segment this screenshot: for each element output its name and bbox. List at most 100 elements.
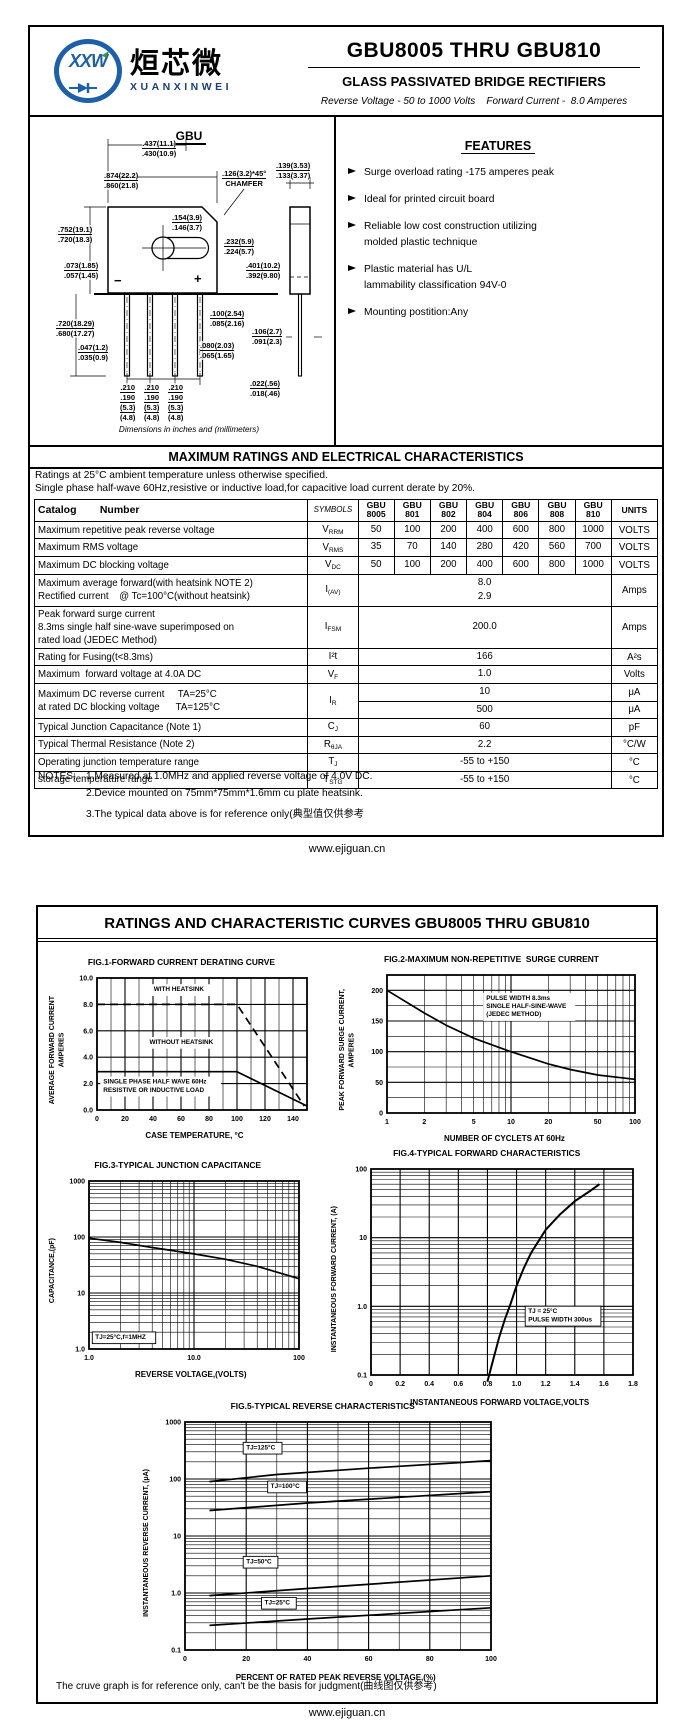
table-cell: GBU 8005 xyxy=(357,499,395,522)
table-cell: Maximum repetitive peak reverse voltage xyxy=(33,520,309,540)
table-cell: 60 xyxy=(357,718,612,737)
table-cell: °C xyxy=(610,770,659,790)
svg-text:80: 80 xyxy=(426,1656,434,1663)
svg-text:0: 0 xyxy=(379,1111,383,1118)
table-cell: Maximum forward voltage at 4.0A DC xyxy=(33,665,309,685)
fig1-y-axis-label: AVERAGE FORWARD CURRENT AMPERES xyxy=(49,995,66,1105)
table-cell: VRRM xyxy=(307,520,359,540)
table-cell: 800 xyxy=(538,520,576,540)
table-cell: 800 xyxy=(538,556,576,575)
logo-badge: XXW xyxy=(68,51,108,71)
table-cell: Peak forward surge current 8.3ms single … xyxy=(33,605,309,649)
svg-text:1: 1 xyxy=(385,1119,389,1126)
fig4-x-axis-label: INSTANTANEOUS FORWARD VOLTAGE,VOLTS xyxy=(410,1398,590,1407)
column-divider xyxy=(334,115,336,447)
svg-text:0.6: 0.6 xyxy=(454,1381,464,1388)
dim-label: .874(22.2) .860(21.8) xyxy=(104,171,139,190)
note-item: 3.The typical data above is for referenc… xyxy=(85,809,364,820)
table-cell: VOLTS xyxy=(610,520,659,540)
fig2-title: FIG.2-MAXIMUM NON-REPETITIVE SURGE CURRE… xyxy=(383,954,599,964)
figure-3: FIG.3-TYPICAL JUNCTION CAPACITANCE CAPAC… xyxy=(48,1160,307,1379)
table-cell: °C xyxy=(610,753,659,772)
svg-text:60: 60 xyxy=(365,1656,373,1663)
table-cell: VF xyxy=(307,665,359,685)
svg-text:100: 100 xyxy=(74,1235,86,1242)
dim-label: .210.190 (5.3) (4.8) xyxy=(168,383,184,422)
svg-text:0: 0 xyxy=(183,1656,187,1663)
svg-text:10: 10 xyxy=(174,1534,182,1541)
fig2-y-axis-label: PEAK FORWARD SURGE CURRENT, AMPERES xyxy=(339,989,356,1111)
feature-item: Plastic material has U/L lammability cla… xyxy=(348,262,654,294)
table-cell: Operating junction temperature range xyxy=(33,753,309,772)
svg-text:1000: 1000 xyxy=(166,1420,182,1427)
svg-text:1.0: 1.0 xyxy=(512,1381,522,1388)
fig3-x-axis-label: REVERSE VOLTAGE,(VOLTS) xyxy=(134,1370,247,1379)
svg-text:SINGLE HALF-SINE-WAVE: SINGLE HALF-SINE-WAVE xyxy=(486,1003,567,1010)
feature-text: Reliable low cost construction utilizing… xyxy=(364,220,537,248)
table-cell: Rating for Fusing(t<8.3ms) xyxy=(33,647,309,667)
svg-text:120: 120 xyxy=(259,1116,271,1123)
svg-text:(JEDEC METHOD): (JEDEC METHOD) xyxy=(486,1011,541,1018)
dim-label: .073(1.85) .057(1.45) xyxy=(64,261,99,280)
dim-label: .154(3.9) .146(3.7) xyxy=(172,213,203,232)
fig4-chart: 0 0.2 0.4 0.6 0.8 1.0 1.2 1.4 1.6 1.8 0.1 1.0 10 100 T… xyxy=(356,1167,639,1389)
svg-text:1.4: 1.4 xyxy=(570,1381,580,1388)
dim-label: .047(1.2) .035(0.9) xyxy=(78,343,109,362)
feature-bullet-icon xyxy=(348,307,356,314)
features-section: FEATURES Surge overload rating -175 ampe… xyxy=(342,139,654,332)
svg-text:TJ=100°C: TJ=100°C xyxy=(271,1482,300,1490)
svg-text:0.1: 0.1 xyxy=(358,1373,368,1380)
table-cell: 50 xyxy=(357,556,395,575)
feature-bullet-icon xyxy=(348,194,356,201)
fig5-chart: 0 20 40 60 80 100 0.1 1.0 10 100 1000 TJ=125°C TJ=10… xyxy=(166,1420,498,1664)
svg-text:20: 20 xyxy=(121,1116,129,1123)
dim-label: .437(11.1) .430(10.9) xyxy=(142,139,177,158)
table-cell: GBU 804 xyxy=(466,499,504,522)
product-subtitle: GLASS PASSIVATED BRIDGE RECTIFIERS xyxy=(342,74,606,89)
feature-text: Plastic material has U/L lammability cla… xyxy=(364,263,507,291)
svg-text:PULSE WIDTH 300us: PULSE WIDTH 300us xyxy=(529,1316,593,1323)
table-cell: 200.0 xyxy=(357,605,612,649)
fig5-y-axis-label: INSTANTANEOUS REVERSE CURRENT, (μA) xyxy=(143,1469,150,1617)
company-name-cn: 烜芯微 xyxy=(130,47,224,80)
svg-text:100: 100 xyxy=(486,1656,498,1663)
ratings-tagline: Reverse Voltage - 50 to 1000 Volts Forwa… xyxy=(320,96,628,107)
table-cell: VOLTS xyxy=(610,538,659,557)
table-cell: Typical Junction Capacitance (Note 1) xyxy=(33,718,309,737)
table-cell: 1000 xyxy=(574,520,612,540)
svg-text:10: 10 xyxy=(360,1235,368,1242)
svg-text:0.1: 0.1 xyxy=(172,1648,182,1655)
dim-label: .210.190 (5.3) (4.8) xyxy=(144,383,160,422)
svg-text:60: 60 xyxy=(177,1116,185,1123)
svg-text:0.4: 0.4 xyxy=(425,1381,435,1388)
website-link-2[interactable]: www.ejiguan.cn xyxy=(308,1707,386,1719)
table-cell: Volts xyxy=(610,665,659,685)
svg-text:1.8: 1.8 xyxy=(629,1381,639,1388)
table-cell: 10 xyxy=(357,683,612,702)
plus-polarity-mark: + xyxy=(194,271,202,286)
svg-text:20: 20 xyxy=(544,1119,552,1126)
ratings-intro: Ratings at 25°C ambient temperature unle… xyxy=(35,470,475,494)
fig3-y-axis-label: CAPACITANCE,(pF) xyxy=(49,1238,56,1304)
table-cell: storage temperature range xyxy=(33,770,309,790)
svg-text:5: 5 xyxy=(472,1119,476,1126)
svg-text:PULSE WIDTH 8.3ms: PULSE WIDTH 8.3ms xyxy=(486,995,550,1002)
table-cell: GBU 801 xyxy=(393,499,431,522)
table-cell: IFSM xyxy=(307,605,359,649)
table-cell: 200 xyxy=(429,556,468,575)
svg-text:TJ=125°C: TJ=125°C xyxy=(247,1443,276,1451)
table-cell: Maximum DC reverse current TA=25°C at ra… xyxy=(33,683,309,720)
company-logo: XXW 烜芯微 XUANXINWEI xyxy=(54,39,232,103)
svg-text:200: 200 xyxy=(371,988,383,995)
svg-text:RESISTIVE OR INDUCTIVE LOAD: RESISTIVE OR INDUCTIVE LOAD xyxy=(103,1087,204,1094)
table-cell: 280 xyxy=(466,538,504,557)
table-cell: 166 xyxy=(357,647,612,667)
website-link[interactable]: www.ejiguan.cn xyxy=(308,843,386,855)
table-cell: Typical Thermal Resistance (Note 2) xyxy=(33,735,309,755)
notes-list: 1.Measured at 1.0MHz and applied reverse… xyxy=(86,771,373,826)
dim-label: .126(3.2)*45° CHAMFER xyxy=(222,169,267,188)
svg-text:8.0: 8.0 xyxy=(83,1002,93,1009)
svg-text:40: 40 xyxy=(304,1656,312,1663)
svg-text:1000: 1000 xyxy=(70,1179,86,1186)
